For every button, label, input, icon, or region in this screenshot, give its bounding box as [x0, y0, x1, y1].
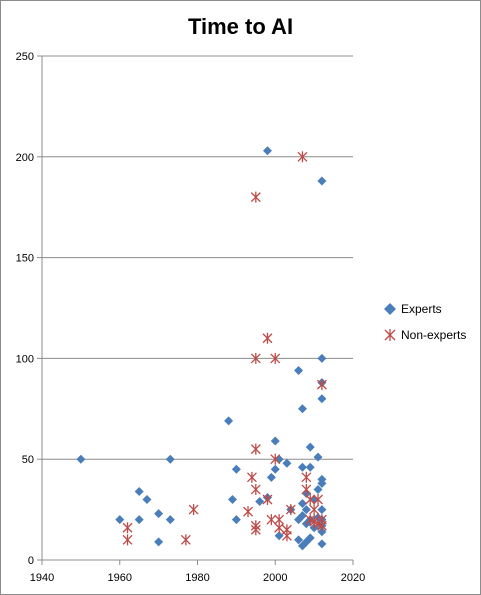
expert-point [231, 464, 241, 474]
legend: Experts Non-experts [384, 296, 466, 348]
expert-point [317, 539, 327, 549]
y-tick-label: 200 [16, 152, 34, 164]
x-tick-label: 2020 [341, 572, 365, 584]
expert-point [165, 515, 175, 525]
data-points [76, 146, 327, 551]
expert-point [224, 416, 234, 426]
y-tick-label: 150 [16, 253, 34, 265]
expert-point [301, 505, 311, 515]
non-expert-point [297, 151, 308, 163]
non-expert-point [180, 534, 191, 546]
expert-point [274, 531, 284, 541]
non-expert-point [301, 483, 312, 495]
non-expert-point [316, 520, 327, 532]
expert-point [305, 442, 315, 452]
legend-label: Experts [401, 302, 442, 316]
expert-point [255, 497, 265, 507]
non-expert-point [270, 352, 281, 364]
non-expert-point [313, 494, 323, 506]
expert-point [313, 452, 323, 462]
non-expert-point [270, 453, 281, 465]
non-expert-point [266, 514, 277, 526]
x-tick-label: 2000 [263, 572, 287, 584]
expert-point [305, 533, 315, 543]
chart-title: Time to AI [187, 14, 294, 39]
non-expert-point [309, 504, 320, 516]
non-expert-point [301, 471, 312, 483]
non-expert-point [122, 522, 133, 534]
x-tick-label: 1940 [30, 572, 54, 584]
non-expert-point [250, 524, 261, 536]
expert-point [294, 365, 304, 375]
expert-point [317, 394, 327, 404]
non-expert-point [250, 352, 261, 364]
expert-point [317, 527, 327, 537]
non-expert-point [188, 504, 199, 516]
non-expert-point [316, 379, 327, 391]
legend-item-non-experts: Non-experts [384, 322, 466, 348]
expert-point [297, 499, 307, 509]
non-expert-point [122, 534, 133, 546]
y-tick-label: 50 [22, 454, 34, 466]
expert-point [262, 146, 272, 156]
non-expert-point [243, 506, 253, 518]
non-expert-point [274, 522, 285, 534]
legend-label: Non-experts [401, 328, 467, 342]
expert-point [154, 509, 164, 519]
expert-point [134, 486, 144, 496]
y-tick-label: 100 [16, 353, 34, 365]
expert-point [266, 472, 276, 482]
legend-item-experts: Experts [384, 296, 466, 322]
non-expert-point [250, 483, 261, 495]
asterisk-marker-icon [384, 329, 396, 341]
expert-point [297, 462, 307, 472]
y-tick-label: 250 [16, 51, 34, 63]
expert-point [76, 454, 86, 464]
non-expert-point [246, 471, 257, 483]
expert-point [294, 535, 304, 545]
non-expert-point [250, 191, 261, 203]
non-expert-point [281, 530, 292, 542]
tick-labels: 0 50 100 150 200 250 1940 1960 1980 2000 2020 [16, 51, 366, 584]
expert-point [154, 537, 164, 547]
expert-point [282, 458, 292, 468]
expert-point [134, 515, 144, 525]
expert-point [270, 464, 280, 474]
x-tick-label: 1960 [108, 572, 132, 584]
non-expert-point [285, 504, 296, 516]
expert-point [297, 511, 307, 521]
non-expert-point [262, 494, 273, 506]
gridlines [42, 55, 353, 460]
expert-point [165, 454, 175, 464]
diamond-marker-icon [384, 303, 396, 315]
expert-point [305, 462, 315, 472]
expert-point [317, 176, 327, 186]
expert-point [227, 495, 237, 505]
expert-point [142, 495, 152, 505]
x-tick-label: 1980 [185, 572, 209, 584]
expert-point [115, 515, 125, 525]
expert-point [270, 436, 280, 446]
expert-point [313, 484, 323, 494]
axes [37, 55, 354, 565]
non-expert-point [262, 332, 273, 344]
expert-point [297, 404, 307, 414]
expert-point [317, 505, 327, 515]
non-expert-point [305, 494, 316, 506]
expert-point [231, 515, 241, 525]
non-expert-point [250, 443, 261, 455]
y-tick-label: 0 [28, 555, 34, 567]
expert-point [317, 353, 327, 363]
expert-point [317, 478, 327, 488]
